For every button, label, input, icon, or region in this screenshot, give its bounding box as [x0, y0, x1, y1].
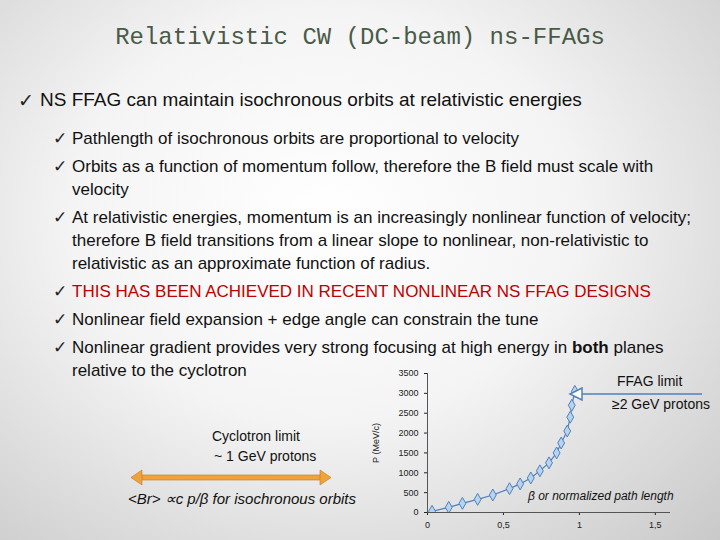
svg-text:1500: 1500	[398, 448, 418, 458]
svg-text:P (MeV/c): P (MeV/c)	[371, 423, 381, 463]
svg-text:1000: 1000	[398, 468, 418, 478]
svg-text:0: 0	[413, 507, 418, 517]
svg-text:500: 500	[403, 488, 418, 498]
svg-text:1: 1	[577, 520, 582, 530]
svg-text:2500: 2500	[398, 408, 418, 418]
svg-text:2000: 2000	[398, 428, 418, 438]
svg-text:0: 0	[425, 520, 430, 530]
svg-text:3500: 3500	[398, 368, 418, 378]
svg-text:0,5: 0,5	[497, 520, 510, 530]
svg-text:3000: 3000	[398, 388, 418, 398]
svg-text:1,5: 1,5	[649, 520, 662, 530]
